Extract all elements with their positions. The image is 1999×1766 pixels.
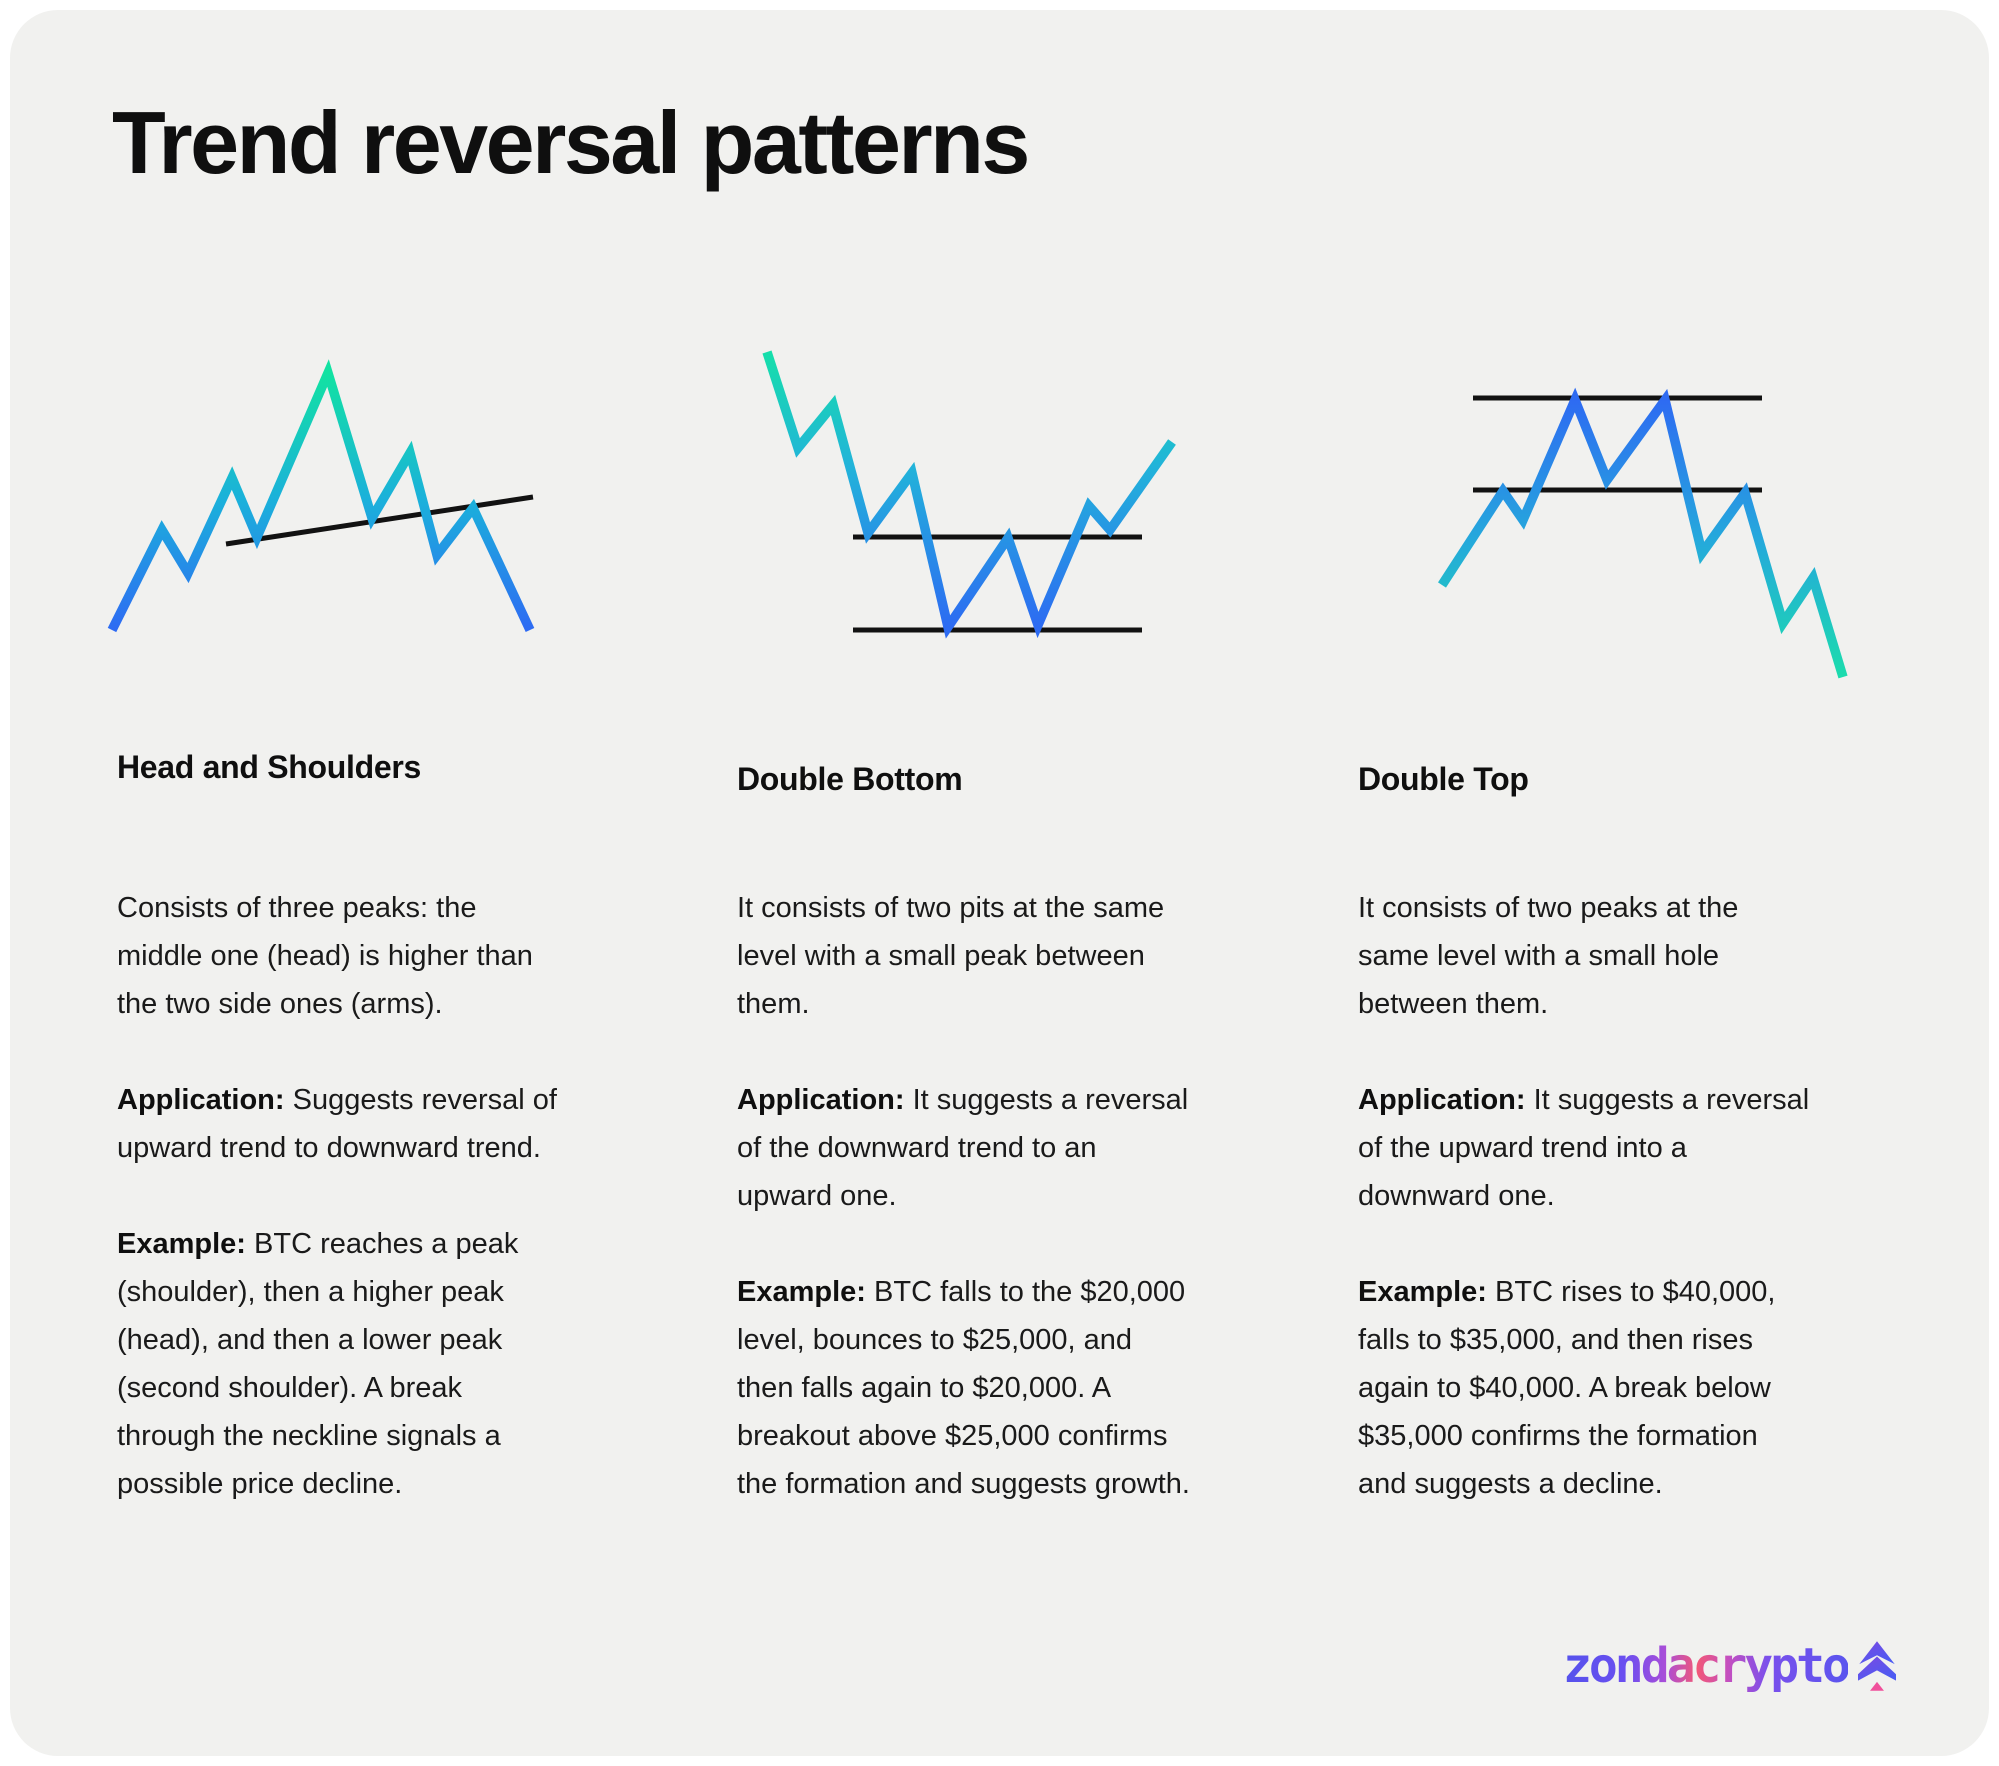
pattern-name-double-top: Double Top (1358, 761, 1529, 797)
application-label: Application: (117, 1084, 285, 1116)
pattern-text-head-and-shoulders: Consists of three peaks: the middle one … (117, 884, 562, 1556)
price-line (107, 359, 535, 633)
pattern-description: It consists of two peaks at the same lev… (1358, 892, 1739, 1020)
application-paragraph: Application: Suggests reversal of upward… (117, 1076, 562, 1172)
application-text: It suggests a reversal of the downward t… (737, 1084, 1189, 1212)
example-text: BTC rises to $40,000, falls to $35,000, … (1358, 1276, 1776, 1500)
brand-logo: zondacrypto (1563, 1638, 1896, 1694)
example-paragraph: Example: BTC reaches a peak (shoulder), … (117, 1220, 562, 1508)
neckline (225, 494, 534, 547)
pattern-name-double-bottom: Double Bottom (737, 761, 963, 797)
card-background (10, 10, 1989, 1756)
application-text: It suggests a reversal of the upward tre… (1358, 1084, 1810, 1212)
double-top-diagram (1438, 387, 1848, 679)
application-paragraph: Application: It suggests a reversal of t… (737, 1076, 1195, 1220)
application-label: Application: (1358, 1084, 1526, 1116)
example-label: Example: (737, 1276, 866, 1308)
brand-logo-text: zondacrypto (1563, 1638, 1851, 1694)
application-label: Application: (737, 1084, 905, 1116)
example-label: Example: (117, 1228, 246, 1260)
spruce-arrow-icon (1857, 1641, 1896, 1691)
example-paragraph: Example: BTC rises to $40,000, falls to … (1358, 1268, 1814, 1508)
example-paragraph: Example: BTC falls to the $20,000 level,… (737, 1268, 1195, 1508)
example-text: BTC reaches a peak (shoulder), then a hi… (117, 1228, 519, 1500)
price-line (762, 350, 1176, 639)
application-text: Suggests reversal of upward trend to dow… (117, 1084, 557, 1164)
pattern-description: Consists of three peaks: the middle one … (117, 892, 533, 1020)
pattern-description: It consists of two pits at the same leve… (737, 892, 1165, 1020)
double-bottom-diagram (762, 350, 1176, 639)
pattern-text-double-top: It consists of two peaks at the same lev… (1358, 884, 1814, 1556)
page-title: Trend reversal patterns (112, 93, 1030, 192)
price-line (1438, 387, 1848, 679)
example-text: BTC falls to the $20,000 level, bounces … (737, 1276, 1190, 1500)
application-paragraph: Application: It suggests a reversal of t… (1358, 1076, 1814, 1220)
head-and-shoulders-diagram (107, 359, 535, 633)
pattern-name-head-and-shoulders: Head and Shoulders (117, 749, 421, 785)
pattern-text-double-bottom: It consists of two pits at the same leve… (737, 884, 1195, 1556)
example-label: Example: (1358, 1276, 1487, 1308)
